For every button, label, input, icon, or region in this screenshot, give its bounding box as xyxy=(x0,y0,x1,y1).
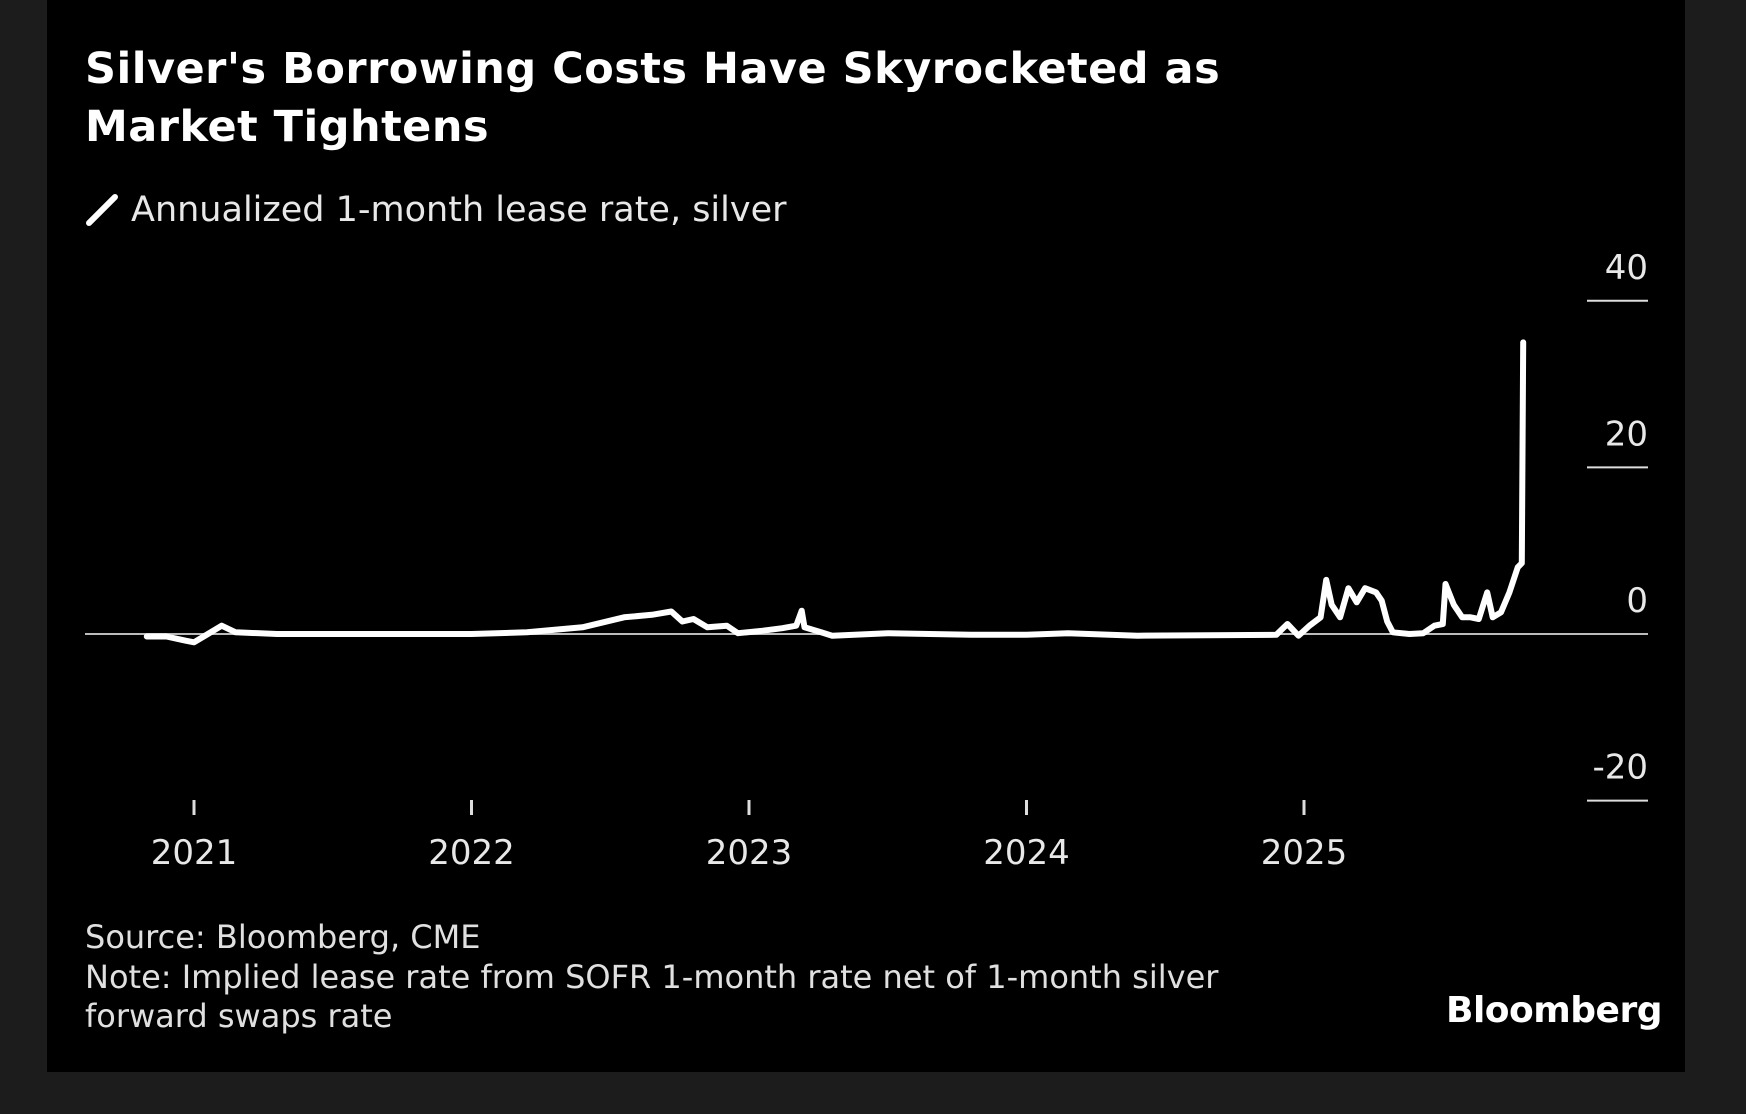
chart-panel xyxy=(47,0,1685,1072)
series-line-lease-rate xyxy=(143,339,1527,646)
note-text-line2: forward swaps rate xyxy=(85,997,393,1035)
x-tick-label: 2022 xyxy=(428,833,515,873)
chart-title: Silver's Borrowing Costs Have Skyrockete… xyxy=(85,44,1221,152)
x-tick-label: 2023 xyxy=(706,833,793,873)
note-text: Note: Implied lease rate from SOFR 1-mon… xyxy=(85,958,1219,996)
bloomberg-logo: Bloomberg xyxy=(1446,990,1662,1031)
y-tick-label: 0 xyxy=(1626,581,1648,621)
y-tick-label: 20 xyxy=(1605,414,1648,454)
y-tick-label: 40 xyxy=(1605,248,1648,288)
x-tick-label: 2021 xyxy=(151,833,238,873)
legend: Annualized 1-month lease rate, silver xyxy=(85,190,787,230)
x-tick-label: 2024 xyxy=(983,833,1070,873)
x-tick-label: 2025 xyxy=(1261,833,1348,873)
y-tick-label: -20 xyxy=(1592,748,1648,788)
source-text: Source: Bloomberg, CME xyxy=(85,918,481,956)
legend-label: Annualized 1-month lease rate, silver xyxy=(131,190,787,230)
legend-line-icon xyxy=(86,194,118,226)
